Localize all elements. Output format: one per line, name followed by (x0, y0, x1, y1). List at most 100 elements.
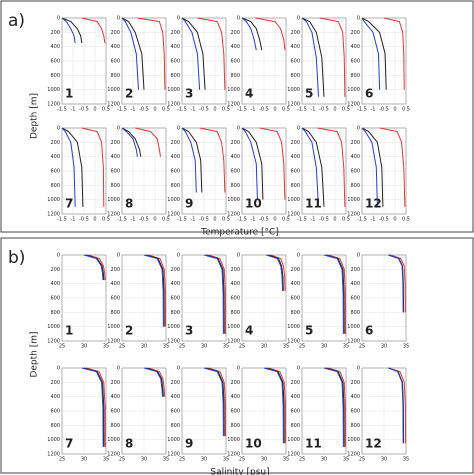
profile-line (181, 17, 206, 90)
x-tick-label: -1 (311, 107, 316, 113)
x-tick-label: 0.5 (222, 107, 230, 113)
x-tick-label: -1 (71, 217, 76, 223)
x-tick-label: -0.5 (379, 107, 389, 113)
profile-line (206, 254, 225, 334)
y-tick-label: 1000 (347, 87, 360, 93)
y-tick-label: 1000 (227, 324, 240, 330)
x-tick-label: 0 (393, 107, 396, 113)
x-tick-label: -1 (251, 107, 256, 113)
subplot-number: 3 (185, 87, 193, 101)
profile-line (88, 254, 106, 281)
y-tick-label: 400 (50, 281, 60, 287)
x-tick-label: 0.5 (402, 217, 410, 223)
plot-frame (181, 17, 227, 105)
x-tick-label: 30 (381, 344, 387, 350)
y-tick-label: 600 (110, 169, 120, 175)
x-tick-label: -1 (131, 217, 136, 223)
y-tick-label: 600 (350, 296, 360, 302)
profile-line (328, 254, 347, 334)
y-tick-label: 600 (170, 409, 180, 415)
plot-frame (301, 127, 347, 215)
x-tick-label: 0.5 (162, 107, 170, 113)
y-tick-label: 200 (350, 140, 360, 146)
y-tick-label: 600 (170, 59, 180, 65)
subplot-number: 1 (65, 324, 73, 338)
y-tick-label: 1200 (347, 339, 360, 345)
y-tick-label: 800 (110, 423, 120, 429)
y-tick-label: 0 (117, 16, 120, 22)
profile-line (206, 367, 225, 437)
profile-line (203, 254, 224, 334)
x-tick-label: -1.5 (177, 107, 187, 113)
y-tick-label: 200 (110, 380, 120, 386)
y-tick-label: 1000 (107, 437, 120, 443)
subplot-number: 6 (365, 324, 373, 338)
y-tick-label: 800 (50, 73, 60, 79)
y-tick-label: 1200 (167, 339, 180, 345)
profile-line (121, 17, 139, 90)
profile-line (326, 254, 345, 334)
x-tick-label: 0 (333, 107, 336, 113)
x-tick-label: 30 (81, 344, 87, 350)
x-tick-label: -1.5 (297, 107, 307, 113)
profile-line (259, 127, 286, 200)
y-tick-label: 200 (50, 267, 60, 273)
y-tick-label: 0 (297, 16, 300, 22)
subplot-number: 5 (305, 87, 313, 101)
profile-line (121, 127, 138, 157)
y-tick-label: 200 (230, 30, 240, 36)
x-tick-label: 30 (261, 457, 267, 463)
profile-line (266, 367, 285, 444)
y-axis-label: Depth [m] (30, 331, 40, 377)
y-tick-label: 400 (110, 281, 120, 287)
profile-line (61, 17, 83, 44)
profile-line (143, 254, 164, 327)
x-tick-label: 0.5 (102, 217, 110, 223)
y-tick-label: 200 (170, 140, 180, 146)
x-tick-label: -0.5 (139, 217, 149, 223)
y-tick-label: 1000 (167, 324, 180, 330)
profile-line (181, 127, 197, 193)
profile-line (255, 17, 286, 51)
y-tick-label: 200 (50, 380, 60, 386)
y-tick-label: 400 (230, 281, 240, 287)
panel-frame (0, 0, 474, 233)
x-tick-label: 25 (239, 344, 245, 350)
y-tick-label: 0 (357, 126, 360, 132)
profile-line (301, 127, 319, 207)
y-tick-label: 400 (50, 394, 60, 400)
x-tick-label: -0.5 (79, 217, 89, 223)
x-tick-label: 0.5 (282, 217, 290, 223)
profile-line (121, 17, 145, 90)
x-tick-label: -1 (251, 217, 256, 223)
y-tick-label: 800 (350, 73, 360, 79)
x-tick-label: -0.5 (199, 107, 209, 113)
plot-frame (181, 127, 227, 215)
y-tick-label: 200 (230, 267, 240, 273)
y-tick-label: 0 (177, 366, 180, 372)
profile-line (301, 127, 325, 207)
x-tick-label: -1.5 (177, 217, 187, 223)
subplot-number: 11 (305, 437, 322, 451)
profile-line (326, 367, 345, 447)
x-axis-label: Salinity [psu] (210, 468, 269, 475)
x-tick-label: 35 (163, 344, 169, 350)
y-tick-label: 600 (110, 409, 120, 415)
y-tick-label: 1000 (47, 437, 60, 443)
profile-line (181, 127, 203, 193)
x-tick-label: -0.5 (379, 217, 389, 223)
x-tick-label: 30 (201, 344, 207, 350)
x-tick-label: 25 (359, 344, 365, 350)
y-tick-label: 400 (290, 281, 300, 287)
y-tick-label: 1000 (287, 197, 300, 203)
y-tick-label: 600 (290, 59, 300, 65)
y-tick-label: 800 (350, 183, 360, 189)
panel-frame (0, 237, 474, 474)
profile-line (81, 127, 105, 207)
y-tick-label: 1200 (167, 102, 180, 108)
y-tick-label: 1000 (287, 437, 300, 443)
y-tick-label: 1000 (167, 87, 180, 93)
y-tick-label: 400 (110, 394, 120, 400)
y-tick-label: 800 (110, 183, 120, 189)
